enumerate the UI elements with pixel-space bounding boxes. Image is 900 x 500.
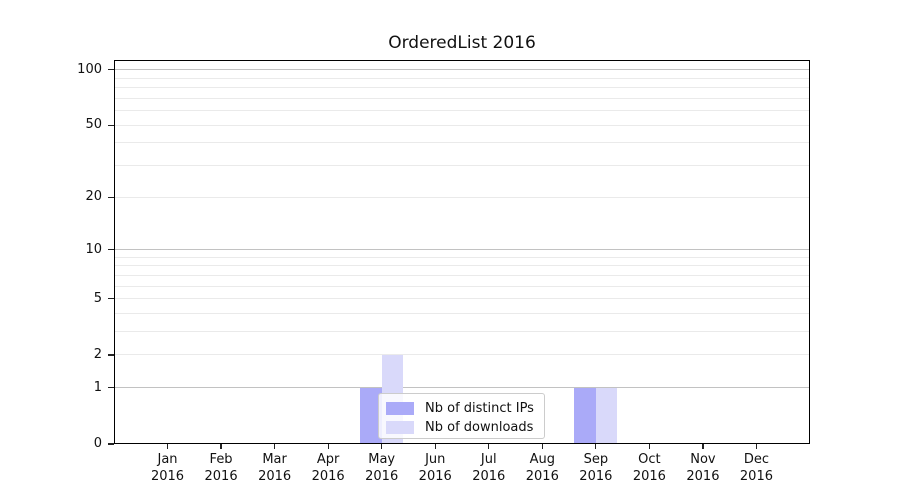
y-tick-label: 2 [93, 346, 102, 362]
minor-gridline [114, 256, 810, 258]
x-tick-label: Aug 2016 [525, 452, 559, 484]
minor-gridline [114, 87, 810, 89]
minor-gridline [114, 354, 810, 356]
x-tick-label: Jun 2016 [418, 452, 452, 484]
x-tick-mark [595, 444, 597, 449]
x-tick-label: Sep 2016 [579, 452, 613, 484]
x-tick-label: Feb 2016 [204, 452, 238, 484]
x-tick-label: May 2016 [365, 452, 399, 484]
legend-item-downloads: Nb of downloads [386, 419, 544, 435]
minor-gridline [114, 97, 810, 99]
y-tick-mark [108, 354, 114, 356]
minor-gridline [114, 265, 810, 267]
x-tick-mark [274, 444, 276, 449]
minor-gridline [114, 298, 810, 300]
y-tick-label: 50 [85, 117, 102, 133]
minor-gridline [114, 274, 810, 276]
y-tick-label: 0 [93, 436, 102, 451]
legend-label-distinct-ips: Nb of distinct IPs [425, 400, 534, 416]
minor-gridline [114, 313, 810, 314]
bar-distinct-ips-sep-2016 [574, 387, 596, 444]
x-tick-label: Nov 2016 [686, 452, 720, 484]
y-tick-label: 10 [85, 241, 102, 257]
bar-distinct-ips-may-2016 [360, 387, 382, 444]
x-tick-label: Apr 2016 [311, 452, 345, 484]
minor-gridline [114, 77, 810, 79]
y-tick-mark [108, 298, 114, 300]
x-tick-label: Dec 2016 [739, 452, 773, 484]
x-tick-label: Jan 2016 [150, 452, 185, 484]
minor-gridline [114, 196, 810, 198]
bar-downloads-sep-2016 [595, 387, 618, 444]
legend-swatch-downloads-icon [386, 420, 414, 434]
x-tick-label: Oct 2016 [632, 452, 666, 484]
x-tick-mark [166, 444, 169, 449]
x-tick-mark [434, 444, 436, 449]
major-gridline [114, 387, 810, 389]
minor-gridline [114, 285, 810, 287]
legend: Nb of distinct IPs Nb of downloads [378, 393, 545, 439]
x-tick-label: Mar 2016 [258, 452, 292, 484]
y-tick-mark [108, 69, 114, 71]
x-tick-mark [702, 444, 704, 449]
x-tick-mark [541, 444, 543, 449]
major-gridline [114, 69, 810, 71]
x-tick-mark [381, 444, 383, 449]
chart-title: OrderedList 2016 [388, 33, 536, 53]
y-tick-mark [108, 124, 114, 126]
x-tick-mark [220, 444, 222, 449]
y-tick-label: 5 [93, 290, 102, 306]
legend-item-distinct-ips: Nb of distinct IPs [386, 400, 544, 416]
x-tick-label: Jul 2016 [472, 452, 506, 484]
legend-label-downloads: Nb of downloads [425, 419, 534, 435]
minor-gridline [114, 124, 810, 126]
y-tick-mark [108, 387, 114, 389]
minor-gridline [114, 142, 810, 144]
minor-gridline [114, 165, 810, 167]
major-gridline [114, 249, 810, 251]
x-tick-mark [488, 444, 490, 449]
y-tick-label: 100 [77, 61, 102, 77]
y-tick-mark [108, 196, 114, 198]
x-tick-mark [648, 444, 650, 449]
y-tick-label: 20 [85, 189, 102, 205]
legend-swatch-distinct-ips-icon [386, 401, 414, 415]
y-tick-mark [108, 248, 114, 251]
x-tick-mark [755, 444, 758, 449]
x-tick-mark [327, 444, 329, 449]
minor-gridline [114, 331, 810, 333]
y-tick-mark [108, 443, 114, 445]
minor-gridline [114, 110, 810, 112]
y-tick-label: 1 [93, 379, 102, 395]
plot-area [114, 60, 810, 444]
